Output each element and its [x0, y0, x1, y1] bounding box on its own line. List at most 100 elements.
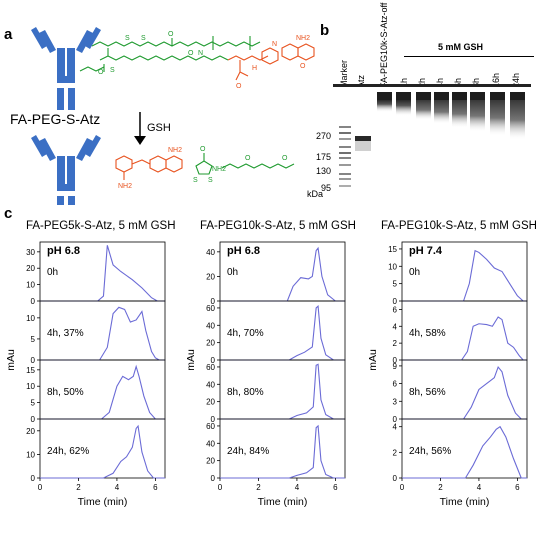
- ladder-band: [339, 178, 351, 180]
- y-tick-label: 0: [31, 297, 36, 306]
- conjugate-smear: [377, 100, 392, 112]
- chromatogram-trace: [40, 245, 165, 302]
- conjugate-band: [490, 92, 505, 100]
- y-tick-label: 60: [206, 363, 215, 372]
- chromatogram-trace: [40, 306, 165, 361]
- y-tick-label: 5: [31, 399, 36, 408]
- trace-label: 24h, 62%: [47, 446, 89, 457]
- conjugate-band: [470, 92, 485, 100]
- oxygen-label: O: [245, 155, 251, 162]
- mw-marker-label: 270: [315, 131, 331, 141]
- ladder-band: [339, 157, 351, 159]
- y-tick-label: 20: [206, 272, 215, 281]
- ladder-band: [339, 164, 351, 166]
- y-tick-label: 0: [393, 415, 398, 424]
- y-tick-label: 0: [211, 356, 216, 365]
- peg-linker-structure: [79, 36, 261, 72]
- x-tick-label: 4: [477, 483, 482, 492]
- panel-label-b: b: [320, 22, 330, 39]
- y-tick-label: 15: [388, 245, 397, 254]
- y-tick-label: 0: [393, 297, 398, 306]
- trace-label: 4h, 58%: [409, 328, 446, 339]
- y-tick-label: 0: [31, 415, 36, 424]
- chart-title: FA-PEG5k-S-Atz, 5 mM GSH: [26, 220, 176, 232]
- lane-label: FA-PEG10k-S-Atz-off: [379, 2, 389, 88]
- conjugate-band: [452, 92, 467, 100]
- ladder-band: [339, 132, 351, 134]
- x-tick-label: 0: [400, 483, 405, 492]
- conjugate-band: [510, 92, 525, 100]
- oxygen-label: O: [168, 31, 174, 38]
- chromatogram-trace: [402, 425, 527, 479]
- y-tick-label: 9: [393, 362, 398, 371]
- cleavage-products: [115, 153, 295, 180]
- chromatogram-trace: [220, 246, 345, 302]
- conjugate-band: [416, 92, 431, 100]
- lane-labels: Marker Atz FA-PEG10k-S-Atz-off 1h 2h 4h 6h 8h 16…: [333, 0, 548, 88]
- ladder-band: [339, 146, 351, 148]
- x-axis-label: Time (min): [258, 496, 308, 508]
- ladder-band: [339, 138, 351, 140]
- y-tick-label: 10: [26, 314, 35, 323]
- sulfur-label: S: [110, 67, 115, 74]
- amine-label: NH2: [212, 166, 226, 173]
- western-blot-gel: [333, 84, 531, 199]
- sulfur-label: S: [193, 177, 198, 184]
- chromatogram-trace: [40, 424, 165, 479]
- sulfur-label: S: [125, 35, 130, 42]
- panel-label-c: c: [4, 205, 13, 222]
- y-tick-label: 60: [206, 304, 215, 313]
- y-tick-label: 5: [31, 335, 36, 344]
- y-tick-label: 20: [206, 339, 215, 348]
- mw-marker-label: 175: [315, 152, 331, 162]
- chromatogram-panels: FA-PEG5k-S-Atz, 5 mM GSH 0 10 20 30 0h pH 6.8 0…: [0, 215, 550, 534]
- y-tick-label: 0: [211, 474, 216, 483]
- y-tick-label: 10: [388, 262, 397, 271]
- x-tick-label: 4: [295, 483, 300, 492]
- y-tick-label: 2: [393, 339, 398, 348]
- conjugate-band: [434, 92, 449, 100]
- y-tick-label: 4: [393, 322, 398, 331]
- y-axis-label: mAu: [185, 349, 197, 371]
- conjugate-smear: [396, 100, 411, 116]
- nitrogen-label: N: [198, 50, 203, 57]
- y-tick-label: 40: [206, 380, 215, 389]
- x-tick-label: 6: [153, 483, 158, 492]
- trace-label: 8h, 56%: [409, 387, 446, 398]
- y-tick-label: 2: [393, 448, 398, 457]
- y-tick-label: 20: [26, 264, 35, 273]
- conjugate-smear: [490, 100, 505, 136]
- gsh-condition-label: 5 mM GSH: [438, 42, 484, 52]
- trace-label: 0h: [47, 267, 58, 278]
- oxygen-label: O: [300, 63, 306, 70]
- oxygen-label: O: [200, 146, 206, 153]
- x-tick-label: 0: [38, 483, 43, 492]
- x-tick-label: 2: [76, 483, 81, 492]
- y-tick-label: 40: [206, 248, 215, 257]
- ladder-band: [339, 126, 351, 128]
- chromatogram-trace: [402, 365, 527, 420]
- x-tick-label: 2: [438, 483, 443, 492]
- sulfur-label: S: [208, 177, 213, 184]
- amine-label: NH2: [168, 147, 182, 154]
- mw-marker-label: 95: [320, 183, 331, 193]
- antibody-icon: [31, 135, 101, 205]
- y-tick-label: 30: [26, 248, 35, 257]
- trace-label: 8h, 50%: [47, 387, 84, 398]
- x-axis-label: Time (min): [440, 496, 490, 508]
- conjugate-smear: [434, 100, 449, 124]
- y-tick-label: 4: [393, 423, 398, 432]
- amine-label: NH2: [296, 35, 310, 42]
- y-tick-label: 10: [26, 450, 35, 459]
- conjugate-band: [396, 92, 411, 100]
- ph-label: pH 7.4: [409, 245, 443, 257]
- x-axis-label: Time (min): [78, 496, 128, 508]
- oxygen-label: O: [236, 83, 242, 90]
- panel-label-a: a: [4, 26, 13, 43]
- trace-label: 4h, 37%: [47, 328, 84, 339]
- mw-marker-label: 130: [315, 166, 331, 176]
- x-tick-label: 2: [256, 483, 261, 492]
- chromatogram-trace: [220, 363, 345, 420]
- y-tick-label: 10: [26, 382, 35, 391]
